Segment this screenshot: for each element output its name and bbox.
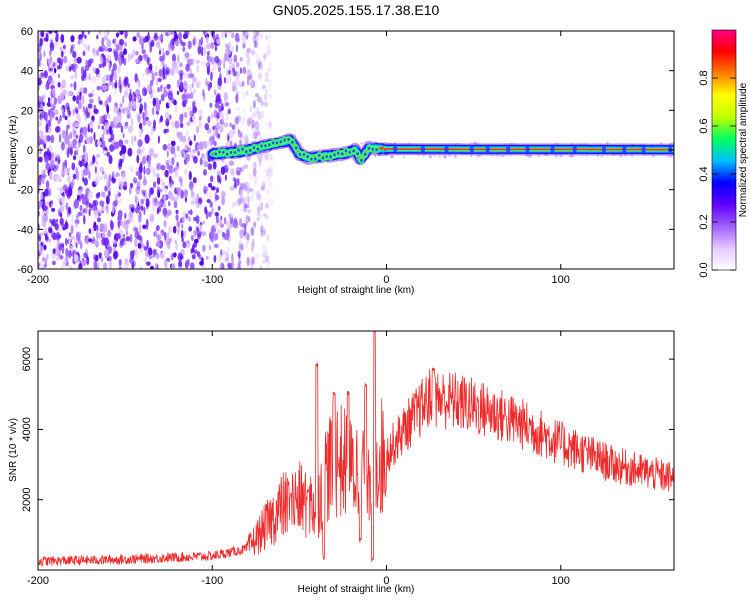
spectrogram-x-axis-label: Height of straight line (km) [298, 285, 415, 296]
x-tick-label: 0 [383, 274, 389, 286]
colorbar: 0.0 0.2 0.4 0.6 0.8 Normalized spectral ampl… [698, 29, 749, 278]
colorbar-tick-label: 0.4 [698, 166, 710, 181]
x-tick-label: 100 [552, 274, 570, 286]
snr-x-axis-label: Height of straight line (km) [298, 584, 415, 595]
colorbar-gradient [712, 30, 736, 270]
colorbar-tick-label: 0.8 [698, 70, 710, 85]
spectrogram-y-axis-label: Frequency (Hz) [8, 116, 19, 185]
y-tick-label: 40 [21, 66, 33, 78]
y-tick-label: -40 [17, 224, 33, 236]
y-tick-label: -20 [17, 185, 33, 197]
x-tick-label: -200 [27, 274, 49, 286]
y-tick-label: 4000 [21, 417, 33, 441]
x-tick-label: -100 [201, 575, 223, 587]
colorbar-frame [711, 29, 737, 271]
y-tick-label: 20 [21, 105, 33, 117]
x-tick-label: 0 [383, 575, 389, 587]
spectrogram-signal-band [206, 133, 674, 166]
y-tick-label: -60 [17, 264, 33, 276]
x-tick-label: 100 [552, 575, 570, 587]
colorbar-tick-label: 0.0 [698, 262, 710, 277]
snr-panel: -200 -100 0 100 2000 4000 6000 Height of strai… [8, 330, 675, 595]
colorbar-tick-label: 0.6 [698, 118, 710, 133]
chart-title: GN05.2025.155.17.38.E10 [273, 2, 440, 18]
snr-series-line [38, 331, 674, 567]
x-tick-label: -100 [201, 274, 223, 286]
snr-frame [37, 330, 675, 571]
y-tick-label: 60 [21, 26, 33, 38]
snr-y-axis-label: SNR (10 * v/v) [8, 418, 19, 482]
colorbar-tick-label: 0.2 [698, 214, 710, 229]
y-tick-label: 6000 [21, 347, 33, 371]
y-tick-label: 0 [27, 145, 33, 157]
colorbar-label: Normalized spectral amplitude [738, 82, 749, 217]
y-tick-label: 2000 [21, 487, 33, 511]
x-tick-label: -200 [27, 575, 49, 587]
